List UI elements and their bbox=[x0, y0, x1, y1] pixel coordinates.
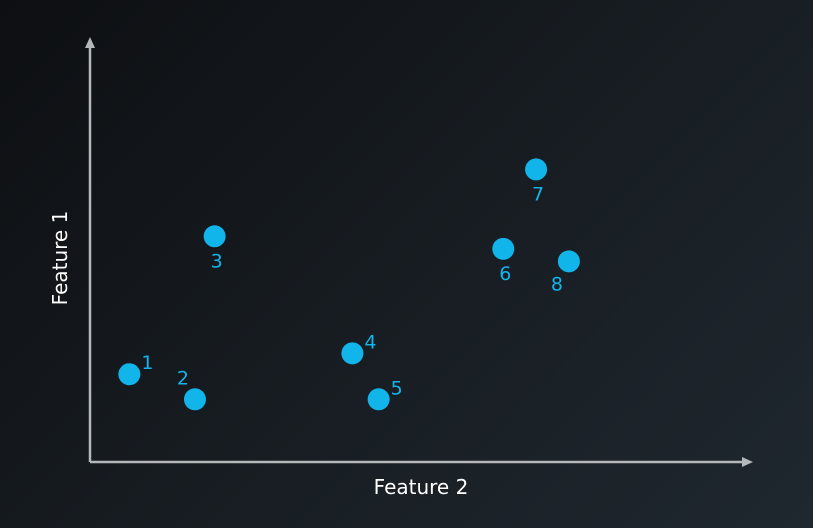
data-point-5 bbox=[367, 388, 390, 411]
data-points bbox=[118, 158, 580, 411]
data-point-4 bbox=[341, 342, 364, 365]
data-point-8 bbox=[557, 250, 580, 273]
data-point-label-6: 6 bbox=[499, 263, 511, 285]
data-point-2 bbox=[183, 388, 206, 411]
data-point-label-5: 5 bbox=[391, 377, 403, 399]
data-point-label-7: 7 bbox=[532, 183, 544, 205]
data-point-1 bbox=[118, 363, 141, 386]
data-point-label-8: 8 bbox=[551, 273, 563, 295]
y-axis-label: Feature 1 bbox=[48, 210, 72, 306]
point-labels: 1 2 3 4 5 6 7 8 bbox=[141, 183, 563, 399]
x-axis-arrowhead bbox=[742, 457, 753, 467]
data-point-6 bbox=[492, 237, 515, 260]
y-axis-arrowhead bbox=[85, 37, 95, 48]
data-point-label-3: 3 bbox=[211, 250, 223, 272]
data-point-label-1: 1 bbox=[141, 352, 153, 374]
data-point-label-2: 2 bbox=[177, 367, 189, 389]
data-point-7 bbox=[525, 158, 548, 181]
data-point-label-4: 4 bbox=[364, 331, 376, 353]
x-axis-label: Feature 2 bbox=[373, 475, 469, 499]
data-point-3 bbox=[203, 225, 226, 248]
axes bbox=[85, 37, 753, 467]
